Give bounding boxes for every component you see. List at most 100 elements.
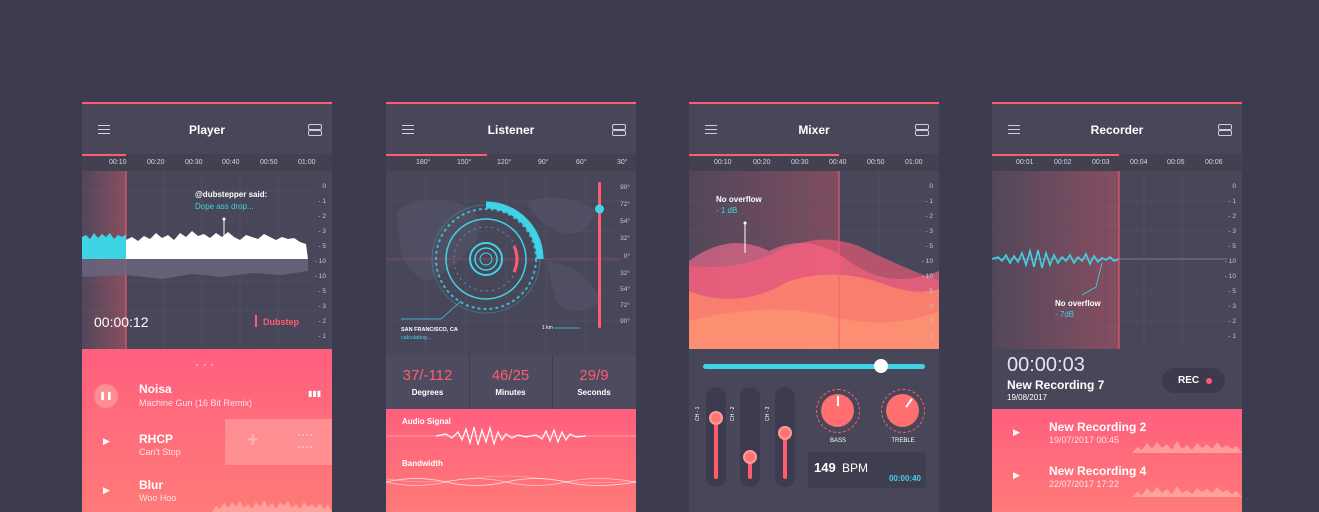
track-title: Noisa [139, 382, 172, 396]
scale-label: - 10 [314, 258, 326, 265]
bpm-display: 149 BPM 00:00:40 [808, 452, 926, 488]
scale-label: 0 [1232, 183, 1236, 190]
scale-label: - 3 [318, 303, 326, 310]
playback-time: 00:00:12 [94, 314, 149, 330]
timeline-tick: 00:50 [260, 159, 278, 166]
play-icon[interactable]: ▶ [103, 436, 110, 446]
accent-line [386, 102, 636, 104]
pause-icon[interactable]: ❚❚ [94, 384, 118, 408]
play-icon[interactable]: ▶ [1013, 470, 1020, 480]
track-item[interactable]: ❚❚ Noisa Machine Gun (16 Bit Remix) ▮▮▮ [82, 373, 332, 419]
recording-item[interactable]: ▶ New Recording 4 22/07/2017 17:22 [992, 454, 1242, 499]
timeline-tick: 00:40 [222, 159, 240, 166]
signal-panel: Audio Signal Bandwidth [386, 409, 636, 512]
scale-label: - 1 [318, 198, 326, 205]
track-list: ● ● ● ❚❚ Noisa Machine Gun (16 Bit Remix… [82, 349, 332, 512]
timeline-tick: 00:40 [829, 159, 847, 166]
equalizer-icon: ▮▮▮ [308, 389, 322, 398]
angle-scale[interactable]: 180° 150° 120° 90° 60° 30° [386, 154, 636, 171]
recording-panel[interactable]: No overflow - 7dB 0 - 1 - 2 - 3 - 5 - 10… [992, 171, 1242, 349]
fader-fill [714, 417, 718, 479]
master-slider-thumb[interactable] [873, 359, 888, 373]
scale-label: - 1 [318, 333, 326, 340]
recording-item[interactable]: ▶ New Recording 2 19/07/2017 00:45 [992, 409, 1242, 454]
current-recording: 00:00:03 New Recording 7 19/08/2017 REC [992, 349, 1242, 409]
waveform-panel[interactable]: @dubstepper said: Dope ass drop... 0 - 1… [82, 171, 332, 349]
timeline-tick: 00:30 [791, 159, 809, 166]
track-item[interactable]: ▶ Blur Woo Hoo [82, 465, 332, 512]
rec-button[interactable]: REC [1162, 368, 1225, 393]
scale-label: - 2 [1228, 213, 1236, 220]
timeline[interactable]: 00:01 00:02 00:03 00:04 00:05 00:06 [992, 154, 1242, 171]
scale-label: - 2 [1228, 318, 1236, 325]
radar-panel[interactable]: SAN FRANCISCO, CA calculating... 1 km 90… [386, 171, 636, 355]
add-icon[interactable]: + [247, 429, 259, 451]
play-icon[interactable]: ▶ [1013, 427, 1020, 437]
bass-knob[interactable] [816, 389, 860, 433]
scale-label: - 10 [314, 273, 326, 280]
bass-label: BASS [829, 438, 846, 444]
scale-label: - 3 [318, 228, 326, 235]
angle-tick: 90° [538, 159, 549, 166]
timeline-tick: 00:10 [109, 159, 127, 166]
menu-icon[interactable] [705, 125, 717, 134]
scale-label: - 1 [925, 198, 933, 205]
mix-panel[interactable]: No overflow - 1 dB 0 - 1 - 2 - 3 - 5 - 1… [689, 171, 939, 349]
timeline-tick: 00:05 [1167, 159, 1185, 166]
scale-label: 72° [620, 302, 630, 309]
screen-title: Player [188, 123, 226, 137]
list-icon[interactable] [298, 434, 312, 448]
fader-fill [748, 456, 752, 479]
timeline-tick: 01:00 [905, 159, 923, 166]
timeline-tick: 00:06 [1205, 159, 1223, 166]
channel-fader[interactable] [706, 387, 726, 487]
fader-knob[interactable] [778, 426, 792, 441]
scale-label: - 5 [318, 243, 326, 250]
channel-fader[interactable] [740, 387, 760, 487]
recording-time: 00:00:03 [1007, 354, 1085, 376]
scale-label: - 2 [318, 213, 326, 220]
scale-label: - 5 [925, 288, 933, 295]
layers-icon[interactable] [1218, 124, 1232, 136]
scale-label: - 10 [1224, 258, 1236, 265]
layers-icon[interactable] [612, 124, 626, 136]
scale-label: - 3 [925, 303, 933, 310]
play-icon[interactable]: ▶ [103, 485, 110, 495]
page-dots[interactable]: ● ● ● [196, 362, 216, 367]
angle-tick: 180° [416, 159, 431, 166]
layers-icon[interactable] [915, 124, 929, 136]
header: Recorder [992, 104, 1242, 154]
fader-knob[interactable] [709, 410, 723, 425]
timeline[interactable]: 00:10 00:20 00:30 00:40 00:50 01:00 [689, 154, 939, 171]
track-item[interactable]: ▶ RHCP Can't Stop + [82, 419, 332, 465]
timeline-tick: 00:10 [714, 159, 732, 166]
mini-waveform [212, 500, 332, 512]
scale-label: - 10 [921, 258, 933, 265]
timeline-tick: 01:00 [298, 159, 316, 166]
master-slider[interactable] [703, 359, 925, 373]
timeline-tick: 00:30 [185, 159, 203, 166]
audio-signal-waveform [386, 425, 636, 447]
accent-line [689, 102, 939, 104]
menu-icon[interactable] [98, 125, 110, 134]
track-subtitle: Woo Hoo [139, 493, 177, 503]
recorder-screen: Recorder 00:01 00:02 00:03 00:04 00:05 0… [992, 102, 1242, 512]
channel-label: CH - 1 [695, 406, 701, 421]
scale-label: - 10 [921, 273, 933, 280]
timeline[interactable]: 00:10 00:20 00:30 00:40 00:50 01:00 [82, 154, 332, 171]
scale-label: 90° [620, 184, 630, 191]
scale-label: - 5 [1228, 243, 1236, 250]
layers-icon[interactable] [308, 124, 322, 136]
timeline-tick: 00:03 [1092, 159, 1110, 166]
player-screen: Player 00:10 00:20 00:30 00:40 00:50 01:… [82, 102, 332, 512]
angle-progress [386, 154, 487, 156]
menu-icon[interactable] [402, 125, 414, 134]
channel-fader[interactable] [775, 387, 795, 487]
track-actions: + [225, 419, 332, 465]
scale-label: - 5 [318, 288, 326, 295]
waveform-graph [82, 171, 317, 349]
timeline-tick: 00:20 [753, 159, 771, 166]
menu-icon[interactable] [1008, 125, 1020, 134]
treble-knob[interactable] [881, 389, 925, 433]
fader-knob[interactable] [743, 449, 757, 464]
